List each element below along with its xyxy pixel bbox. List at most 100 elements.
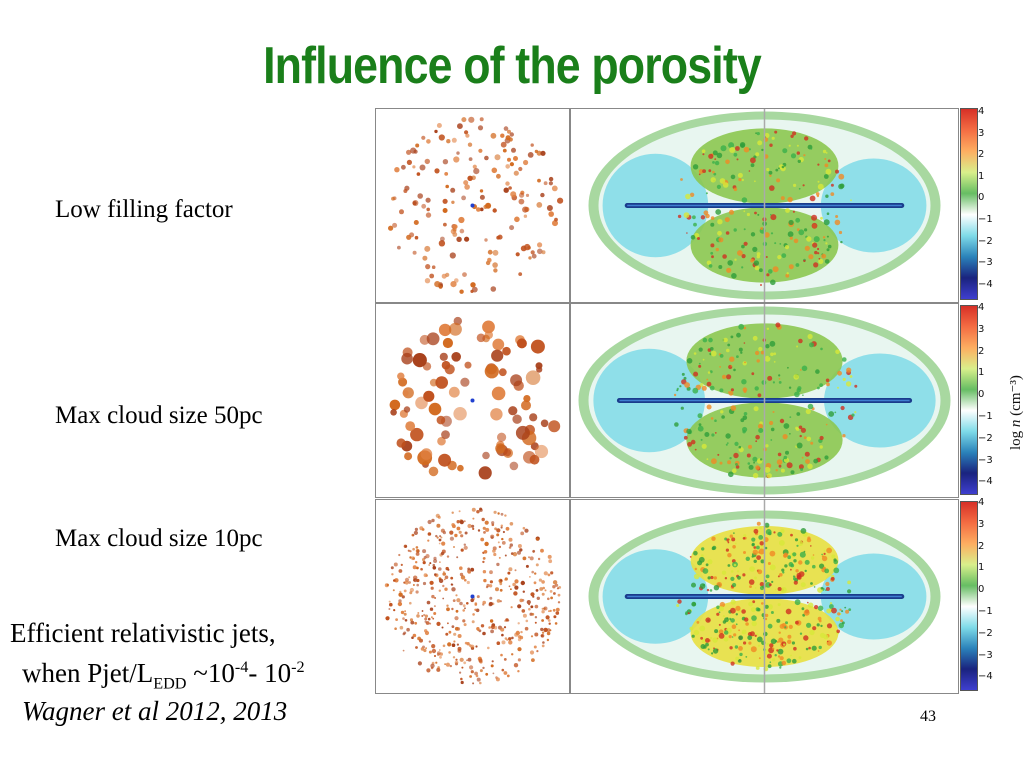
density-filament [738, 445, 742, 449]
density-filament [750, 258, 754, 263]
cloud-clump [529, 454, 540, 465]
cloud-clump [487, 257, 492, 263]
cloud-clump [498, 368, 507, 377]
density-filament [772, 658, 776, 662]
cloud-clump [402, 617, 405, 620]
jet-source-dot [470, 203, 475, 208]
density-panel-50pc [570, 303, 959, 498]
cloud-clump [484, 364, 499, 379]
density-filament [699, 583, 706, 589]
cloud-clump [509, 543, 513, 547]
density-filament [779, 540, 785, 546]
cloud-clump [462, 619, 466, 623]
cloud-clump [498, 556, 501, 559]
cloud-clump [493, 625, 498, 630]
density-filament [699, 625, 706, 632]
cloud-clump [426, 668, 431, 673]
cloud-clump [478, 148, 483, 153]
density-filament [819, 563, 825, 569]
density-filament [709, 636, 713, 640]
density-filament [766, 273, 770, 277]
cloud-clump [426, 207, 430, 212]
cloud-clump [424, 158, 430, 165]
cloud-clump [479, 507, 483, 511]
cloud-clump [463, 543, 466, 546]
cloud-clump [488, 584, 493, 588]
density-filament [719, 354, 724, 358]
cloud-clump [503, 187, 509, 193]
cloud-clump [408, 581, 411, 584]
cloud-clump [497, 432, 507, 442]
cloud-clump [393, 579, 396, 582]
cloud-clump [434, 168, 440, 174]
density-filament [780, 587, 787, 593]
cloud-clump [485, 202, 492, 209]
density-filament [719, 606, 724, 612]
density-filament [779, 656, 784, 661]
density-filament [777, 603, 781, 607]
cloud-clump [522, 556, 527, 561]
density-filament [742, 426, 748, 433]
density-filament [770, 232, 774, 235]
density-filament [725, 433, 731, 439]
cloud-clump [492, 208, 497, 213]
cloud-clump [412, 353, 427, 368]
cloud-clump [428, 640, 431, 643]
density-filament [774, 640, 778, 643]
cloud-clump [434, 597, 437, 599]
density-filament [793, 238, 799, 244]
cloud-clump [510, 374, 523, 387]
cloud-clump [416, 583, 419, 587]
cloud-clump [548, 211, 554, 217]
density-filament [789, 433, 791, 435]
cloud-clump [553, 592, 556, 595]
cloud-clump [541, 607, 544, 610]
density-filament [698, 423, 702, 427]
density-filament [686, 428, 692, 435]
density-filament [773, 531, 776, 534]
density-filament [803, 436, 807, 440]
density-filament [822, 236, 826, 239]
density-filament [684, 382, 690, 388]
density-filament [830, 192, 835, 196]
density-filament [740, 143, 745, 148]
cloud-clump [430, 666, 434, 670]
density-filament [758, 346, 763, 352]
density-filament [690, 439, 696, 445]
density-filament [725, 443, 728, 446]
cloud-clump [491, 167, 498, 174]
density-filament [730, 570, 734, 573]
cloud-clump [444, 575, 449, 580]
density-filament [733, 452, 739, 459]
cloud-clump [414, 621, 418, 625]
cloud-clump [482, 666, 485, 670]
cloud-clump [544, 589, 547, 592]
cloud-clump [514, 585, 519, 590]
density-filament [691, 582, 696, 588]
cloud-clump [528, 256, 532, 260]
density-filament [787, 634, 792, 639]
cloud-clump [394, 578, 399, 583]
density-filament [753, 260, 760, 266]
density-map-image [588, 109, 941, 302]
density-filament [722, 182, 729, 188]
colorbar-tick-label: −4 [978, 671, 993, 683]
density-filament [755, 350, 760, 356]
density-filament [819, 383, 823, 387]
density-filament [780, 196, 785, 201]
density-filament [769, 643, 774, 648]
cloud-clump [543, 181, 548, 186]
cloud-clump [464, 184, 470, 190]
density-filament [788, 264, 794, 270]
density-filament [745, 656, 748, 658]
cloud-clump [403, 612, 407, 616]
cloud-clump [549, 609, 552, 612]
cloud-clump [479, 681, 482, 685]
density-filament [809, 195, 816, 202]
cloud-clump [399, 590, 402, 593]
cloud-clump [530, 339, 545, 354]
density-filament [821, 553, 823, 556]
cloud-clump [534, 604, 539, 609]
cloud-clump [500, 512, 504, 516]
density-filament [706, 260, 712, 266]
